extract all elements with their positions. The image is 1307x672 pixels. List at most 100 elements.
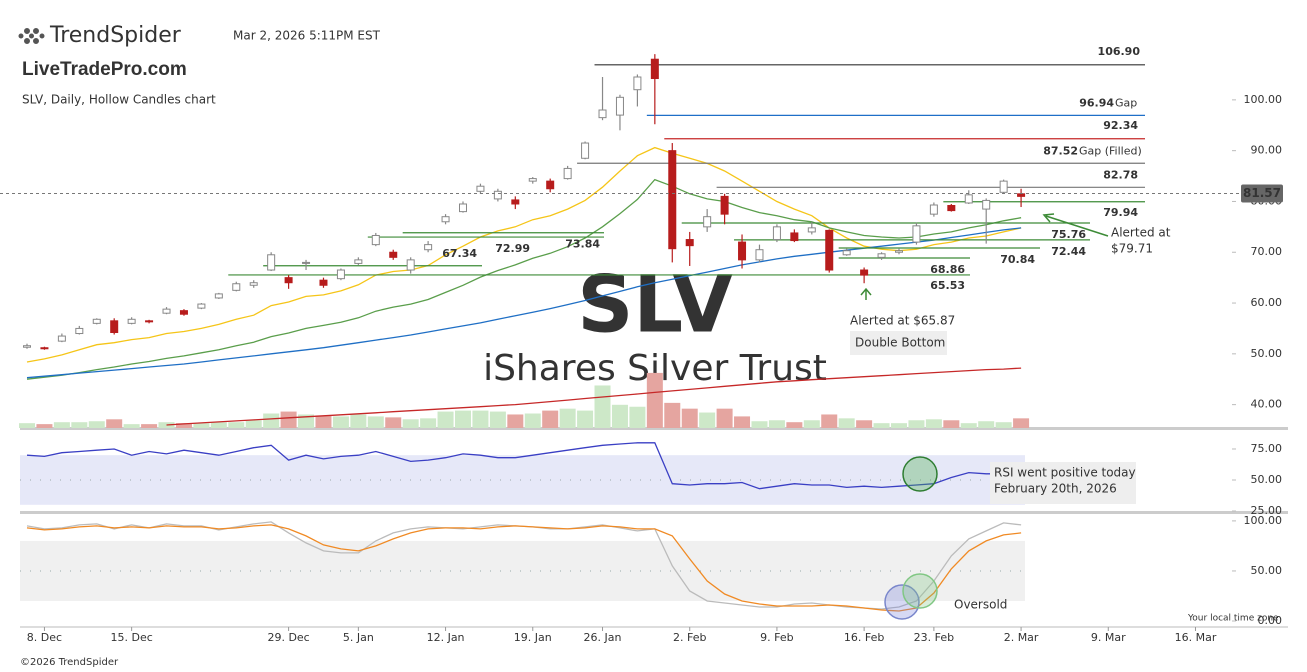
brand: TrendSpider [49, 23, 182, 48]
candle-body [197, 303, 206, 309]
level-label: 72.44 [1051, 245, 1086, 258]
volume-bar [350, 414, 367, 428]
volume-bar [385, 417, 402, 428]
candle-body [145, 320, 154, 323]
annotation: Alerted at [1111, 226, 1171, 240]
candle-body [650, 58, 659, 80]
arrow [860, 287, 872, 300]
x-tick-label: 23. Feb [914, 631, 954, 644]
candle-body [389, 251, 398, 258]
x-tick-label: 8. Dec [27, 631, 62, 644]
band [20, 455, 1025, 505]
volume-bar [960, 423, 977, 428]
x-tick-label: 29. Dec [267, 631, 309, 644]
volume-bar [873, 423, 890, 428]
candle-body [371, 234, 380, 246]
level-suffix: Gap (Filled) [1079, 144, 1142, 157]
x-tick-label: 16. Mar [1175, 631, 1217, 644]
x-tick-label: 9. Mar [1091, 631, 1126, 644]
volume-bar [141, 424, 158, 428]
x-tick-label: 15. Dec [110, 631, 152, 644]
candle-body [860, 269, 869, 276]
volume-bar [507, 414, 524, 428]
highlight-circle [902, 573, 938, 609]
volume-bar [298, 414, 315, 428]
annotation: Double Bottom [855, 336, 945, 350]
volume-bar [768, 420, 785, 428]
timezone-note: Your local time zone [1187, 614, 1279, 624]
separator [20, 511, 1288, 514]
candle-body [685, 239, 694, 247]
volume-bar [716, 408, 733, 428]
candle-body [598, 109, 607, 119]
volume-bar [88, 421, 105, 428]
volume-bar [245, 420, 262, 428]
site-name: LiveTradePro.com [22, 59, 187, 80]
candle-body [336, 269, 345, 280]
y-tick-label: 90.00 [1251, 144, 1283, 157]
highlight-circle [902, 456, 938, 492]
candle-body [755, 249, 764, 261]
volume-bar [1013, 418, 1030, 428]
x-tick-label: 26. Jan [584, 631, 622, 644]
y-tick-label: 50.00 [1251, 347, 1283, 360]
annotation: Alerted at $65.87 [850, 314, 955, 328]
band [20, 540, 1025, 601]
candle-body [964, 194, 973, 204]
candle-body [267, 254, 276, 271]
volume-bar [524, 413, 541, 428]
candle-body [720, 195, 729, 215]
volume-bar [995, 422, 1012, 428]
level-label: 75.76 [1051, 228, 1086, 241]
level-label: 72.99 [495, 242, 530, 255]
candle-body [319, 279, 328, 286]
volume-bar [978, 421, 995, 428]
series-line [26, 524, 1022, 612]
highlight-circle [884, 584, 920, 620]
volume-bar [786, 422, 803, 428]
x-tick-label: 2. Feb [673, 631, 706, 644]
candle-body [284, 277, 293, 284]
volume-bar [106, 419, 123, 428]
volume-bar [594, 385, 611, 428]
volume-bar [420, 418, 437, 428]
candle-body [92, 318, 101, 324]
volume-bar [210, 422, 227, 428]
candle-body [441, 216, 450, 223]
watermark: SLV [577, 260, 733, 350]
y-tick-label: 25.00 [1251, 504, 1283, 517]
y-tick-label: 40.00 [1251, 398, 1283, 411]
y-tick-label: 70.00 [1251, 245, 1283, 258]
candle-body [546, 180, 555, 190]
level-label: 96.94 [1079, 96, 1114, 109]
candle-body [563, 167, 572, 180]
logo [18, 28, 45, 44]
candle-body [214, 293, 223, 299]
annotation: February 20th, 2026 [994, 482, 1117, 496]
level-label: 106.90 [1098, 45, 1141, 58]
volume-bar [332, 416, 349, 428]
annotation: $79.71 [1111, 242, 1153, 256]
volume-bar [611, 404, 628, 428]
volume-bar [367, 416, 384, 428]
volume-bar [36, 424, 53, 428]
candle-body [895, 250, 903, 253]
volume-bar [193, 423, 210, 428]
plot: 8. Dec 15. Dec 29. Dec 5. Jan 12. Jan 19. Jan… [0, 45, 1288, 644]
volume-bar [71, 422, 88, 428]
volume-bar [803, 420, 820, 428]
level-label: 67.34 [442, 247, 477, 260]
candle-body [511, 199, 520, 205]
x-tick-label: 12. Jan [427, 631, 465, 644]
candle-body [127, 318, 136, 324]
volume-bar [908, 420, 925, 428]
y-tick-label: 60.00 [1251, 296, 1283, 309]
volume-bar [646, 372, 663, 428]
x-tick-label: 16. Feb [844, 631, 884, 644]
candle-body [825, 229, 834, 271]
x-tick-label: 19. Jan [514, 631, 552, 644]
annotation: Oversold [954, 598, 1007, 612]
series-line [26, 442, 1022, 490]
candle-body [476, 185, 485, 192]
volume-bar [472, 410, 489, 428]
